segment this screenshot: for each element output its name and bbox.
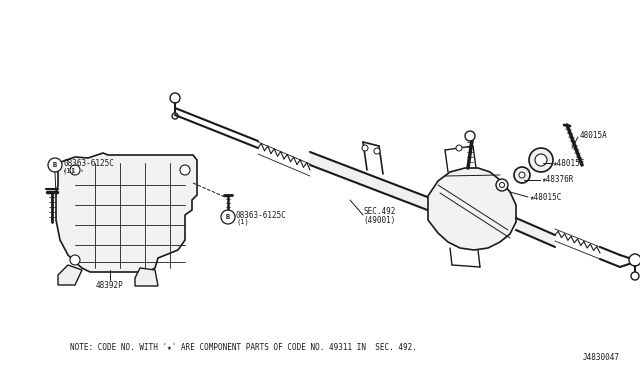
Circle shape bbox=[170, 93, 180, 103]
Text: B: B bbox=[226, 214, 230, 220]
Text: 08363-6125C: 08363-6125C bbox=[63, 158, 114, 167]
Circle shape bbox=[180, 165, 190, 175]
Text: ‹ 1 ›: ‹ 1 › bbox=[63, 168, 84, 174]
Text: (1): (1) bbox=[236, 219, 249, 225]
Circle shape bbox=[48, 158, 62, 172]
Circle shape bbox=[514, 167, 530, 183]
Text: (1): (1) bbox=[63, 168, 76, 174]
Polygon shape bbox=[516, 218, 555, 247]
Text: 08363-6125C: 08363-6125C bbox=[236, 211, 287, 219]
Text: B: B bbox=[53, 162, 57, 168]
Text: NOTE: CODE NO. WITH '★' ARE COMPONENT PARTS OF CODE NO. 49311 IN  SEC. 492.: NOTE: CODE NO. WITH '★' ARE COMPONENT PA… bbox=[70, 343, 417, 353]
Text: J4830047: J4830047 bbox=[583, 353, 620, 362]
Circle shape bbox=[629, 254, 640, 266]
Circle shape bbox=[221, 210, 235, 224]
Circle shape bbox=[362, 145, 368, 151]
Circle shape bbox=[496, 179, 508, 191]
Circle shape bbox=[456, 145, 462, 151]
Text: SEC.492: SEC.492 bbox=[363, 208, 396, 217]
Text: ★48015C: ★48015C bbox=[553, 158, 586, 167]
Polygon shape bbox=[428, 168, 516, 250]
Text: 48015A: 48015A bbox=[580, 131, 608, 140]
Circle shape bbox=[70, 255, 80, 265]
Circle shape bbox=[499, 183, 504, 187]
Circle shape bbox=[70, 165, 80, 175]
Text: ★48015C: ★48015C bbox=[530, 192, 563, 202]
Circle shape bbox=[465, 131, 475, 141]
Text: ★48376R: ★48376R bbox=[542, 176, 574, 185]
Text: 48392P: 48392P bbox=[96, 280, 124, 289]
Polygon shape bbox=[135, 268, 158, 286]
Circle shape bbox=[519, 172, 525, 178]
Circle shape bbox=[535, 154, 547, 166]
Circle shape bbox=[631, 272, 639, 280]
Circle shape bbox=[172, 113, 178, 119]
Text: (49001): (49001) bbox=[363, 215, 396, 224]
Circle shape bbox=[374, 148, 380, 154]
Circle shape bbox=[529, 148, 553, 172]
Polygon shape bbox=[58, 265, 82, 285]
Polygon shape bbox=[310, 152, 430, 211]
Polygon shape bbox=[56, 153, 197, 272]
